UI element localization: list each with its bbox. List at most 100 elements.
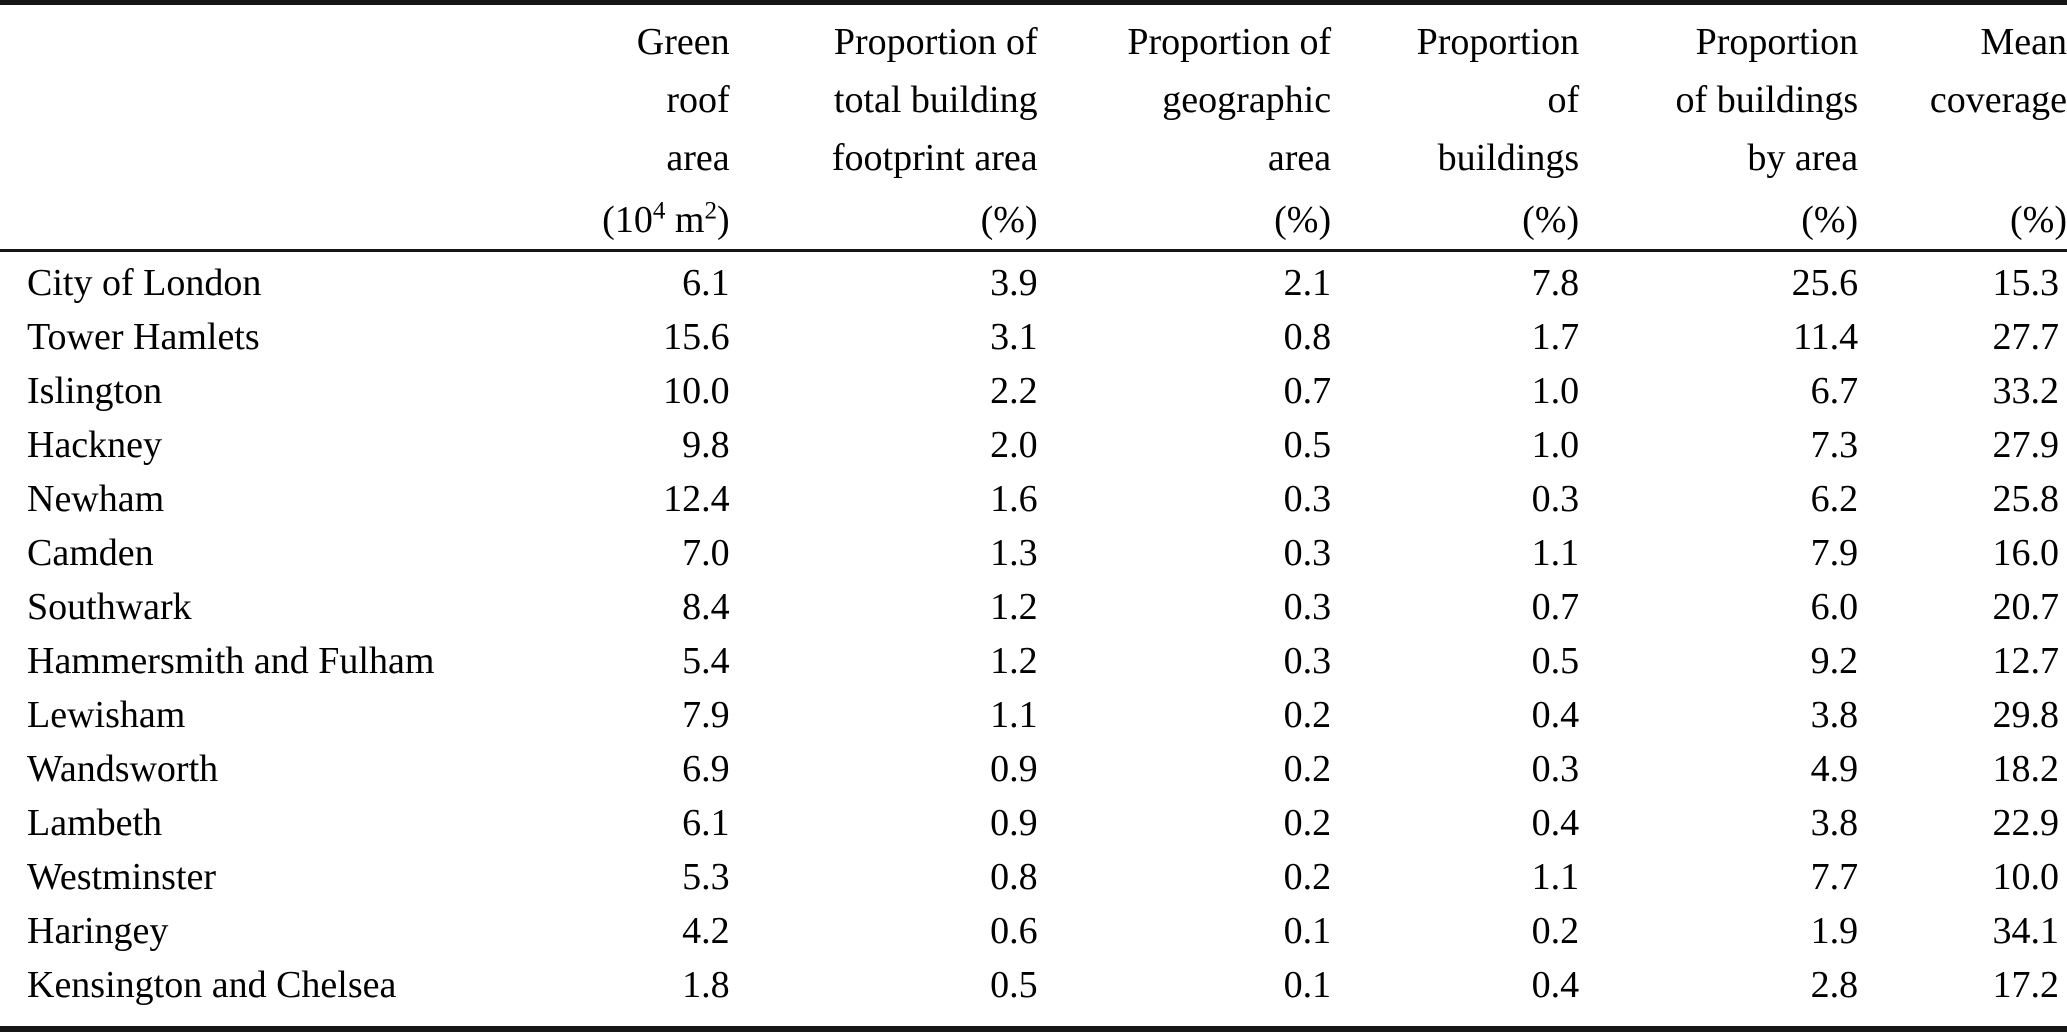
row-label: Tower Hamlets	[27, 316, 260, 358]
cell-value: 7.7	[1810, 856, 1859, 898]
cell-value: 2.0	[990, 424, 1038, 466]
cell-value: 0.9	[990, 748, 1038, 790]
cell-value: 15.3	[1992, 262, 2060, 304]
cell-value: 6.0	[1810, 586, 1859, 628]
cell-value: 11.4	[1793, 316, 1859, 358]
cell-value: 0.5	[729, 958, 1038, 1032]
cell-value: 6.2	[1810, 478, 1859, 520]
cell-value: 5.4	[682, 640, 730, 682]
row-label: Kensington and Chelsea	[0, 958, 451, 1032]
row-label: Newham	[27, 478, 165, 520]
cell-value: 1.2	[990, 640, 1038, 682]
row-label: Hackney	[27, 424, 163, 466]
unit-label: (%)	[2010, 199, 2067, 241]
row-label: Haringey	[27, 910, 169, 952]
header-line: roof	[666, 79, 730, 121]
table-body: City of London 6.1 3.9 2.1 7.8 25.6 15.3…	[0, 251, 2067, 1032]
cell-value: 0.4	[1531, 802, 1580, 844]
header-line: footprint area	[831, 137, 1038, 179]
cell-value: 2.2	[990, 370, 1038, 412]
cell-value: 0.6	[990, 910, 1038, 952]
table-row: Haringey 4.2 0.6 0.1 0.2 1.9 34.1	[0, 904, 2067, 958]
col-header-green-roof-area: Green roof area (104 m2)	[450, 2, 730, 252]
header-line: Proportion	[1416, 21, 1580, 63]
cell-value: 12.4	[663, 478, 730, 520]
cell-value: 6.1	[682, 802, 730, 844]
cell-value: 0.7	[1283, 370, 1332, 412]
header-line: coverage	[1929, 79, 2067, 121]
cell-value: 2.8	[1579, 958, 1859, 1032]
cell-value: 0.3	[1283, 640, 1332, 682]
header-line: of	[1547, 79, 1580, 121]
row-label: Southwark	[27, 586, 192, 628]
cell-value: 0.4	[1531, 694, 1580, 736]
cell-value: 0.2	[1531, 910, 1580, 952]
cell-value: 10.0	[663, 370, 730, 412]
col-header-geographic-proportion: Proportion of geographic area (%)	[1037, 2, 1332, 252]
table-header: Green roof area (104 m2) Proportion of t…	[0, 2, 2067, 252]
cell-value: 17.2	[1858, 958, 2067, 1032]
cell-value: 4.9	[1810, 748, 1859, 790]
header-line: buildings	[1437, 137, 1580, 179]
header-line: Proportion of	[833, 21, 1038, 63]
header-line: by area	[1747, 137, 1859, 179]
table-row: Kensington and Chelsea 1.8 0.5 0.1 0.4 2…	[0, 958, 2067, 1032]
cell-value: 25.8	[1992, 478, 2060, 520]
cell-value: 3.8	[1810, 802, 1859, 844]
cell-value: 0.1	[1283, 910, 1332, 952]
cell-value: 2.1	[1283, 262, 1332, 304]
cell-value: 7.8	[1531, 262, 1580, 304]
cell-value: 1.1	[990, 694, 1038, 736]
header-line: area	[666, 137, 730, 179]
unit-label: (%)	[980, 199, 1038, 241]
superscript-exponent: 4	[652, 197, 666, 225]
cell-value: 0.1	[1037, 958, 1332, 1032]
row-label: City of London	[27, 262, 262, 304]
col-header-buildings-by-area-proportion: Proportion of buildings by area (%)	[1579, 2, 1859, 252]
cell-value: 3.1	[990, 316, 1038, 358]
col-header-buildings-proportion: Proportion of buildings (%)	[1331, 2, 1580, 252]
table-row: Tower Hamlets 15.6 3.1 0.8 1.7 11.4 27.7	[0, 310, 2067, 364]
unit-label: (%)	[1801, 199, 1859, 241]
cell-value: 0.7	[1531, 586, 1580, 628]
cell-value: 33.2	[1992, 370, 2060, 412]
cell-value: 0.2	[1283, 694, 1332, 736]
cell-value: 10.0	[1992, 856, 2060, 898]
cell-value: 0.5	[1531, 640, 1580, 682]
cell-value: 3.9	[990, 262, 1038, 304]
col-header-borough	[0, 2, 451, 252]
cell-value: 0.3	[1283, 532, 1332, 574]
header-line: Green	[636, 21, 730, 63]
header-line: total building	[833, 79, 1038, 121]
cell-value: 1.3	[990, 532, 1038, 574]
header-line: Proportion	[1695, 21, 1859, 63]
unit-label: (%)	[1274, 199, 1332, 241]
table-row: City of London 6.1 3.9 2.1 7.8 25.6 15.3	[0, 251, 2067, 311]
table-row: Lewisham 7.9 1.1 0.2 0.4 3.8 29.8	[0, 688, 2067, 742]
table-row: Hackney 9.8 2.0 0.5 1.0 7.3 27.9	[0, 418, 2067, 472]
cell-value: 25.6	[1791, 262, 1859, 304]
cell-value: 0.8	[990, 856, 1038, 898]
header-line: Mean	[1980, 21, 2067, 63]
row-label: Islington	[27, 370, 163, 412]
row-label: Westminster	[27, 856, 217, 898]
cell-value: 9.2	[1810, 640, 1859, 682]
cell-value: 34.1	[1992, 910, 2060, 952]
cell-value: 1.7	[1531, 316, 1580, 358]
header-row: Green roof area (104 m2) Proportion of t…	[0, 2, 2067, 252]
header-line: area	[1267, 137, 1332, 179]
cell-value: 7.3	[1810, 424, 1859, 466]
row-label: Lambeth	[27, 802, 163, 844]
table-row: Southwark 8.4 1.2 0.3 0.7 6.0 20.7	[0, 580, 2067, 634]
cell-value: 1.8	[450, 958, 730, 1032]
table-row: Camden 7.0 1.3 0.3 1.1 7.9 16.0	[0, 526, 2067, 580]
unit-label: (%)	[1522, 199, 1580, 241]
table-row: Wandsworth 6.9 0.9 0.2 0.3 4.9 18.2	[0, 742, 2067, 796]
table-row: Islington 10.0 2.2 0.7 1.0 6.7 33.2	[0, 364, 2067, 418]
cell-value: 7.9	[1810, 532, 1859, 574]
cell-value: 29.8	[1992, 694, 2060, 736]
cell-value: 20.7	[1992, 586, 2060, 628]
header-line: geographic	[1162, 79, 1332, 121]
row-label: Camden	[27, 532, 154, 574]
